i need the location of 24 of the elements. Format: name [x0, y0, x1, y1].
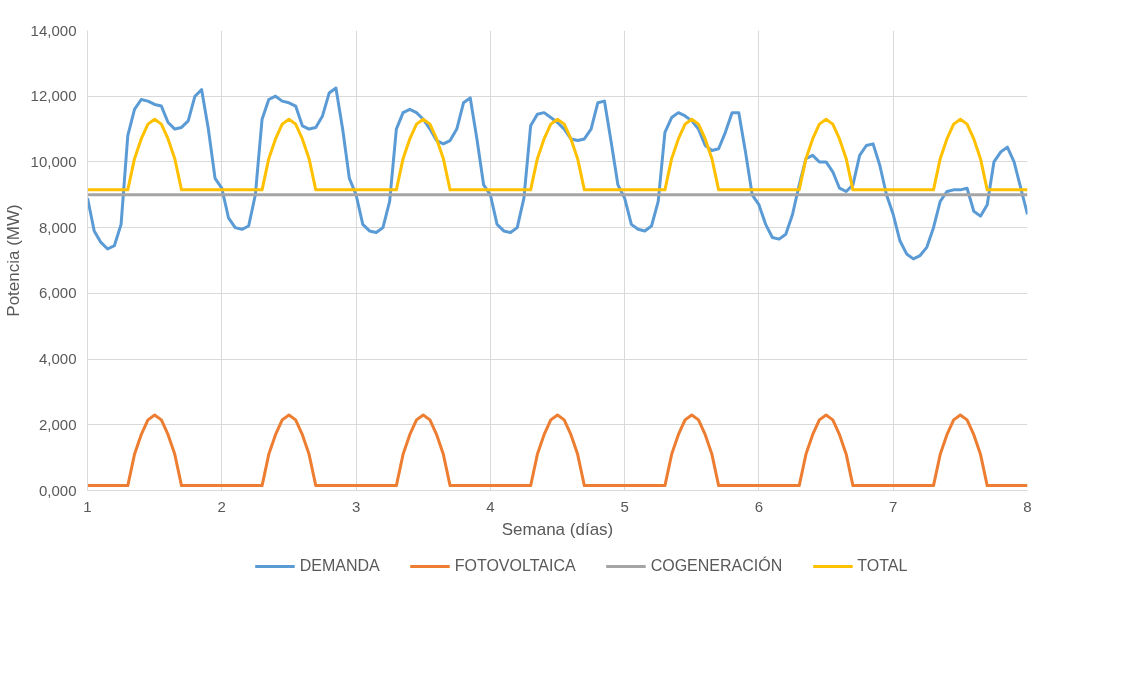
x-tick-label: 6: [754, 497, 764, 515]
x-tick-label: 7: [889, 497, 898, 515]
x-axis-title: Semana (días): [501, 519, 614, 539]
line-series: [87, 117, 1028, 192]
y-tick-label: 8,000: [38, 218, 77, 236]
x-tick-label: 4: [486, 497, 495, 515]
x-tick-label: 2: [217, 497, 226, 515]
y-tick-label: 4,000: [38, 350, 77, 368]
y-tick-label: 6,000: [38, 284, 77, 302]
x-tick-label: 5: [620, 497, 629, 515]
y-axis-title: Potencia (MW): [3, 204, 23, 317]
x-tick-label: 1: [83, 497, 92, 515]
legend-label: FOTOVOLTAICA: [454, 557, 576, 575]
x-tick-label: 8: [1023, 497, 1032, 515]
y-tick-label: 12,000: [30, 87, 77, 105]
y-tick-label: 0,000: [38, 481, 77, 499]
line-series: [87, 86, 1028, 261]
y-tick-label: 14,000: [30, 21, 77, 39]
y-tick-label: 2,000: [38, 415, 77, 433]
y-tick-label: 10,000: [30, 152, 77, 170]
legend-label: COGENERACIÓN: [650, 557, 783, 575]
legend-label: TOTAL: [857, 557, 908, 575]
legend-label: DEMANDA: [299, 557, 380, 575]
x-tick-label: 3: [351, 497, 361, 515]
